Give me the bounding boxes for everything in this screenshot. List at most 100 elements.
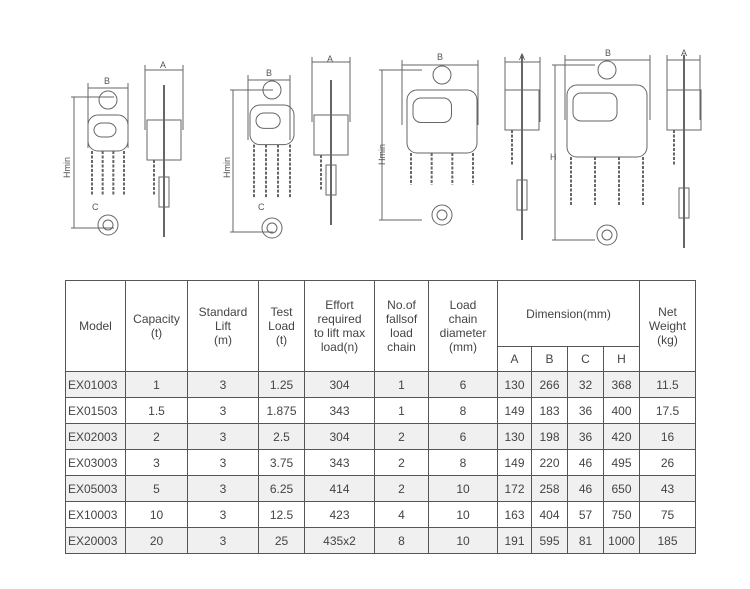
table-cell: 6.25 [258, 475, 305, 502]
side-view-body [504, 89, 540, 131]
table-cell: 3.75 [258, 449, 305, 476]
bottom-hook-icon [261, 217, 283, 239]
table-cell: 595 [531, 527, 568, 554]
header-test-load: Test Load (t) [258, 280, 305, 372]
table-cell: EX01503 [65, 397, 126, 424]
bottom-hook-icon [266, 222, 278, 234]
hoist-body [249, 104, 295, 146]
table-cell: 198 [531, 423, 568, 450]
dim-label-hmin-3: Hmin [377, 144, 387, 165]
table-cell: 3 [187, 423, 259, 450]
table-cell: 43 [639, 475, 696, 502]
table-cell: 1 [125, 371, 188, 398]
hoist-body [87, 114, 129, 152]
header-chain-diameter: Load chain diameter (mm) [428, 280, 498, 372]
table-row: EX10003 10 3 12.5 423 4 10 163 404 57 750 75 [65, 501, 696, 528]
bottom-hook-icon [436, 209, 448, 221]
table-cell: 172 [497, 475, 532, 502]
table-cell: 4 [374, 501, 429, 528]
dim-label-hmin-2: Hmin [222, 157, 232, 178]
table-cell: 3 [187, 501, 259, 528]
table-cell: 423 [304, 501, 375, 528]
dim-label-a-2: A [327, 54, 333, 64]
table-cell: 2 [374, 449, 429, 476]
table-cell: 191 [497, 527, 532, 554]
table-cell: 266 [531, 371, 568, 398]
table-cell: EX03003 [65, 449, 126, 476]
table-cell: 2 [125, 423, 188, 450]
table-cell: 750 [603, 501, 640, 528]
table-row: EX02003 2 3 2.5 304 2 6 130 198 36 420 16 [65, 423, 696, 450]
side-view-block [678, 187, 690, 219]
table-cell: 1.25 [258, 371, 305, 398]
table-cell: 435x2 [304, 527, 375, 554]
table-cell: 46 [567, 475, 604, 502]
table-cell: 258 [531, 475, 568, 502]
table-cell: 17.5 [639, 397, 696, 424]
table-cell: 420 [603, 423, 640, 450]
side-view-body [666, 89, 702, 131]
table-cell: 149 [497, 449, 532, 476]
side-view-body [313, 114, 349, 156]
dim-label-c-2: C [258, 202, 265, 212]
header-dim-a: A [497, 346, 532, 372]
table-cell: 8 [428, 449, 498, 476]
header-dim-h: H [603, 346, 640, 372]
side-view-block [325, 164, 337, 196]
table-cell: 6 [428, 371, 498, 398]
table-cell: 36 [567, 423, 604, 450]
table-cell: 130 [497, 423, 532, 450]
header-capacity: Capacity (t) [125, 280, 188, 372]
dim-label-c-1: C [92, 202, 99, 212]
specification-table: Model Capacity (t) Standard Lift (m) Tes… [65, 280, 696, 554]
table-cell: EX10003 [65, 501, 126, 528]
table-cell: 3 [187, 371, 259, 398]
top-hook-icon [98, 90, 118, 110]
hoist-body [566, 84, 648, 158]
table-cell: 3 [125, 449, 188, 476]
dim-label-a-4: A [681, 48, 687, 58]
hoist-window [572, 92, 618, 122]
hoist-body [406, 89, 478, 154]
table-cell: EX20003 [65, 527, 126, 554]
table-cell: 6 [428, 423, 498, 450]
table-cell: 368 [603, 371, 640, 398]
dim-label-b-2: B [266, 68, 272, 78]
table-cell: 8 [428, 397, 498, 424]
bottom-hook-icon [431, 204, 453, 226]
table-cell: 185 [639, 527, 696, 554]
top-hook-icon [597, 60, 617, 80]
table-cell: EX02003 [65, 423, 126, 450]
header-dimension: Dimension(mm) [497, 280, 640, 347]
table-cell: 81 [567, 527, 604, 554]
dim-label-h-4: H [550, 152, 557, 162]
top-hook-icon [432, 65, 452, 85]
table-cell: 3 [187, 527, 259, 554]
table-cell: 1.5 [125, 397, 188, 424]
header-dim-b: B [531, 346, 568, 372]
table-row: EX01503 1.5 3 1.875 343 1 8 149 183 36 400 17.5 [65, 397, 696, 424]
table-cell: 10 [428, 475, 498, 502]
table-cell: 75 [639, 501, 696, 528]
dim-label-b-4: B [605, 48, 611, 58]
table-cell: 10 [428, 501, 498, 528]
dim-label-a-1: A [160, 60, 166, 70]
table-cell: 36 [567, 397, 604, 424]
table-cell: 20 [125, 527, 188, 554]
side-view-block [158, 176, 170, 208]
table-cell: 650 [603, 475, 640, 502]
table-cell: 46 [567, 449, 604, 476]
table-cell: 11.5 [639, 371, 696, 398]
hoist-window [412, 97, 452, 123]
dim-label-a-3: A [519, 52, 525, 62]
table-row: EX03003 3 3 3.75 343 2 8 149 220 46 495 26 [65, 449, 696, 476]
table-row: EX01003 1 3 1.25 304 1 6 130 266 32 368 11.5 [65, 371, 696, 398]
header-falls: No.of fallsof load chain [374, 280, 429, 372]
table-cell: 400 [603, 397, 640, 424]
side-view-block [516, 179, 528, 211]
table-cell: 343 [304, 397, 375, 424]
table-cell: 1 [374, 371, 429, 398]
bottom-hook-icon [596, 224, 618, 246]
table-cell: 183 [531, 397, 568, 424]
table-cell: EX05003 [65, 475, 126, 502]
